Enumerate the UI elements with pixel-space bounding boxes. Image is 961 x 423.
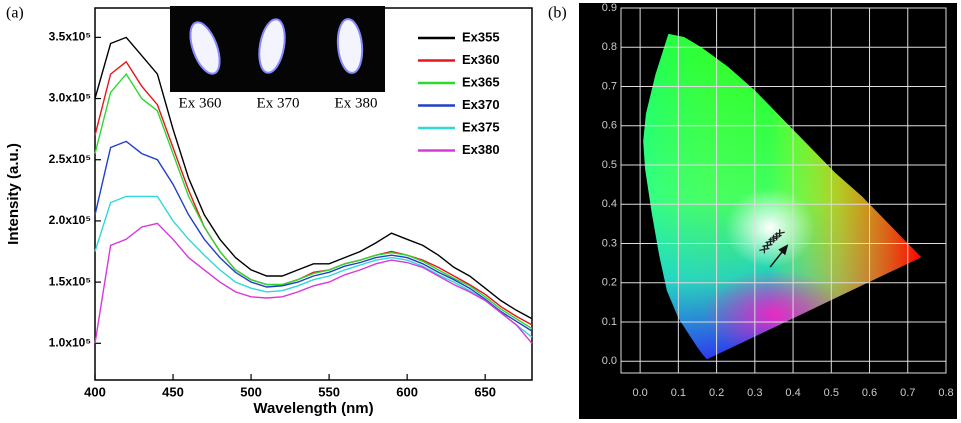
inset-label: Ex 370: [257, 95, 300, 111]
legend-label: Ex355: [462, 29, 500, 44]
series-line: [94, 222, 533, 344]
x-tick-label: 0.8: [938, 387, 953, 399]
series-line: [94, 140, 533, 332]
x-tick-label: 400: [84, 384, 106, 399]
x-tick-label: 550: [318, 384, 340, 399]
inset-sample: [258, 18, 286, 74]
series-line: [94, 72, 533, 330]
y-tick-label: 3.0x10⁵: [49, 91, 91, 105]
trend-arrow: [769, 244, 789, 268]
x-tick-label: 0.2: [709, 387, 724, 399]
data-point: [774, 229, 785, 238]
x-tick-label: 0.6: [862, 387, 877, 399]
y-tick-label: 0.9: [602, 2, 617, 14]
y-tick-label: 2.5x10⁵: [49, 152, 91, 166]
gamut-white: [725, 187, 816, 268]
series-line: [94, 195, 533, 338]
x-tick-label: 450: [162, 384, 184, 399]
y-tick-label: 3.5x10⁵: [49, 30, 91, 44]
x-tick-label: 650: [474, 384, 496, 399]
series-line: [94, 36, 533, 320]
inset-sample: [336, 18, 364, 74]
inset-label: Ex 360: [179, 95, 222, 111]
y-tick-label: 0.8: [602, 41, 617, 53]
y-tick-label: 0.3: [602, 237, 617, 249]
x-axis-label: Wavelength (nm): [253, 400, 373, 417]
y-axis-label: Intensity (a.u.): [5, 143, 22, 245]
y-tick-label: 2.0x10⁵: [49, 213, 91, 227]
x-tick-label: 0.4: [785, 387, 800, 399]
y-tick-label: 0.1: [602, 316, 617, 328]
x-tick-label: 0.3: [747, 387, 762, 399]
inset-sample: [189, 21, 221, 75]
y-tick-label: 0.0: [602, 355, 617, 367]
legend-label: Ex365: [462, 74, 500, 89]
y-tick-label: 0.6: [602, 120, 617, 132]
inset-label: Ex 380: [335, 95, 378, 111]
y-tick-label: 1.0x10⁵: [49, 335, 91, 349]
legend-label: Ex360: [462, 52, 500, 67]
y-tick-label: 0.2: [602, 277, 617, 289]
x-tick-label: 0.7: [900, 387, 915, 399]
x-tick-label: 0.0: [632, 387, 647, 399]
panel-a: (a) 400 450 500 550 600 650 1.0x10⁵ 1.5x10⁵ 2.0x1…: [5, 5, 533, 417]
panel-b: (b) 0.0 0.1 0.2 0.3 0.4 0.5 0.6 0.7 0.8 0.0 0.1 0.2 0…: [548, 2, 954, 399]
legend-label: Ex375: [462, 119, 500, 134]
y-tick-label: 1.5x10⁵: [49, 274, 91, 288]
x-tick-label: 0.1: [671, 387, 686, 399]
x-tick-label: 0.5: [824, 387, 839, 399]
y-tick-label: 0.5: [602, 159, 617, 171]
y-tick-label: 0.4: [602, 198, 617, 210]
x-tick-label: 600: [396, 384, 418, 399]
series-line: [94, 60, 533, 326]
legend-label: Ex370: [462, 97, 500, 112]
y-tick-label: 0.7: [602, 80, 617, 92]
legend-label: Ex380: [462, 142, 500, 157]
x-tick-label: 500: [240, 384, 262, 399]
panel-label: (b): [548, 5, 567, 22]
panel-label: (a): [6, 5, 24, 22]
